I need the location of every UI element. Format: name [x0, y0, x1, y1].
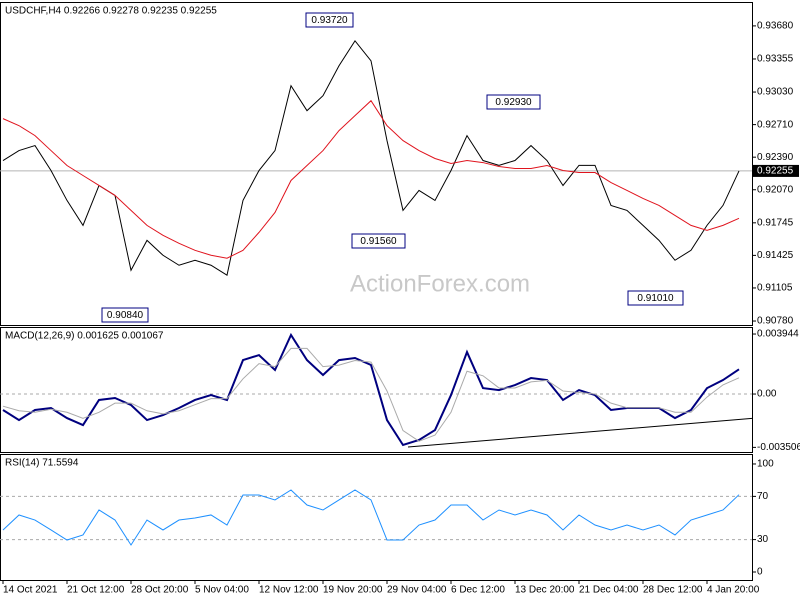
- annotation-box: [351, 233, 406, 249]
- series-line: [2, 347, 740, 442]
- y-tick-label: 0.00: [757, 389, 777, 400]
- y-tick-label: 0: [757, 567, 763, 578]
- y-tick-label: 0.92390: [757, 152, 794, 163]
- y-tick-label: 0.90780: [757, 316, 794, 327]
- series-line: [2, 99, 740, 259]
- annotation-label: 0.93720: [311, 15, 348, 26]
- series-line: [2, 40, 740, 277]
- annotation-box: [627, 290, 684, 306]
- x-tick-label: 28 Dec 12:00: [643, 585, 703, 596]
- y-tick-label: 70: [757, 491, 769, 502]
- x-tick-label: 13 Dec 20:00: [515, 585, 575, 596]
- price-panel: [0, 2, 753, 326]
- annotation-label: 0.91560: [360, 236, 397, 247]
- y-tick-label: 0.93680: [757, 21, 794, 32]
- rsi-panel: [0, 454, 753, 581]
- x-tick-label: 4 Jan 20:00: [707, 585, 760, 596]
- panel-title: RSI(14) 71.5594: [5, 458, 79, 469]
- x-tick-label: 12 Nov 12:00: [259, 585, 319, 596]
- y-tick-label: 100: [757, 459, 774, 470]
- panel-title: USDCHF,H4 0.92266 0.92278 0.92235 0.9225…: [5, 6, 217, 17]
- y-tick-label: 30: [757, 534, 769, 545]
- x-tick-label: 6 Dec 12:00: [451, 585, 505, 596]
- y-tick-label: 0.003944: [757, 329, 799, 340]
- y-tick-label: 0.91425: [757, 250, 794, 261]
- series-line: [2, 332, 740, 447]
- annotation-box: [101, 307, 149, 323]
- x-tick-label: 19 Nov 20:00: [323, 585, 383, 596]
- series-line: [2, 489, 740, 546]
- annotation-box: [305, 12, 354, 28]
- last-price-tag: [753, 164, 799, 177]
- watermark: ActionForex.com: [350, 270, 530, 297]
- macd-panel: [0, 327, 753, 453]
- y-tick-label: -0.003506: [757, 442, 800, 453]
- x-tick-label: 5 Nov 04:00: [195, 585, 249, 596]
- trendline: [407, 417, 753, 448]
- y-tick-label: 0.93030: [757, 87, 794, 98]
- y-tick-label: 0.92710: [757, 119, 794, 130]
- panel-title: MACD(12,26,9) 0.001625 0.001067: [5, 331, 164, 342]
- annotation-label: 0.90840: [107, 310, 144, 321]
- x-tick-label: 14 Oct 2021: [3, 585, 58, 596]
- x-tick-label: 21 Dec 04:00: [579, 585, 639, 596]
- y-tick-label: 0.91745: [757, 217, 794, 228]
- x-tick-label: 28 Oct 20:00: [131, 585, 189, 596]
- y-tick-label: 0.92070: [757, 184, 794, 195]
- annotation-label: 0.91010: [637, 293, 674, 304]
- x-tick-label: 21 Oct 12:00: [67, 585, 125, 596]
- y-tick-label: 0.91105: [757, 283, 793, 294]
- annotation-box: [486, 94, 541, 110]
- last-price-label: 0.92255: [757, 166, 794, 177]
- x-tick-label: 29 Nov 04:00: [387, 585, 447, 596]
- annotation-label: 0.92930: [495, 97, 532, 108]
- y-tick-label: 0.93355: [757, 54, 794, 65]
